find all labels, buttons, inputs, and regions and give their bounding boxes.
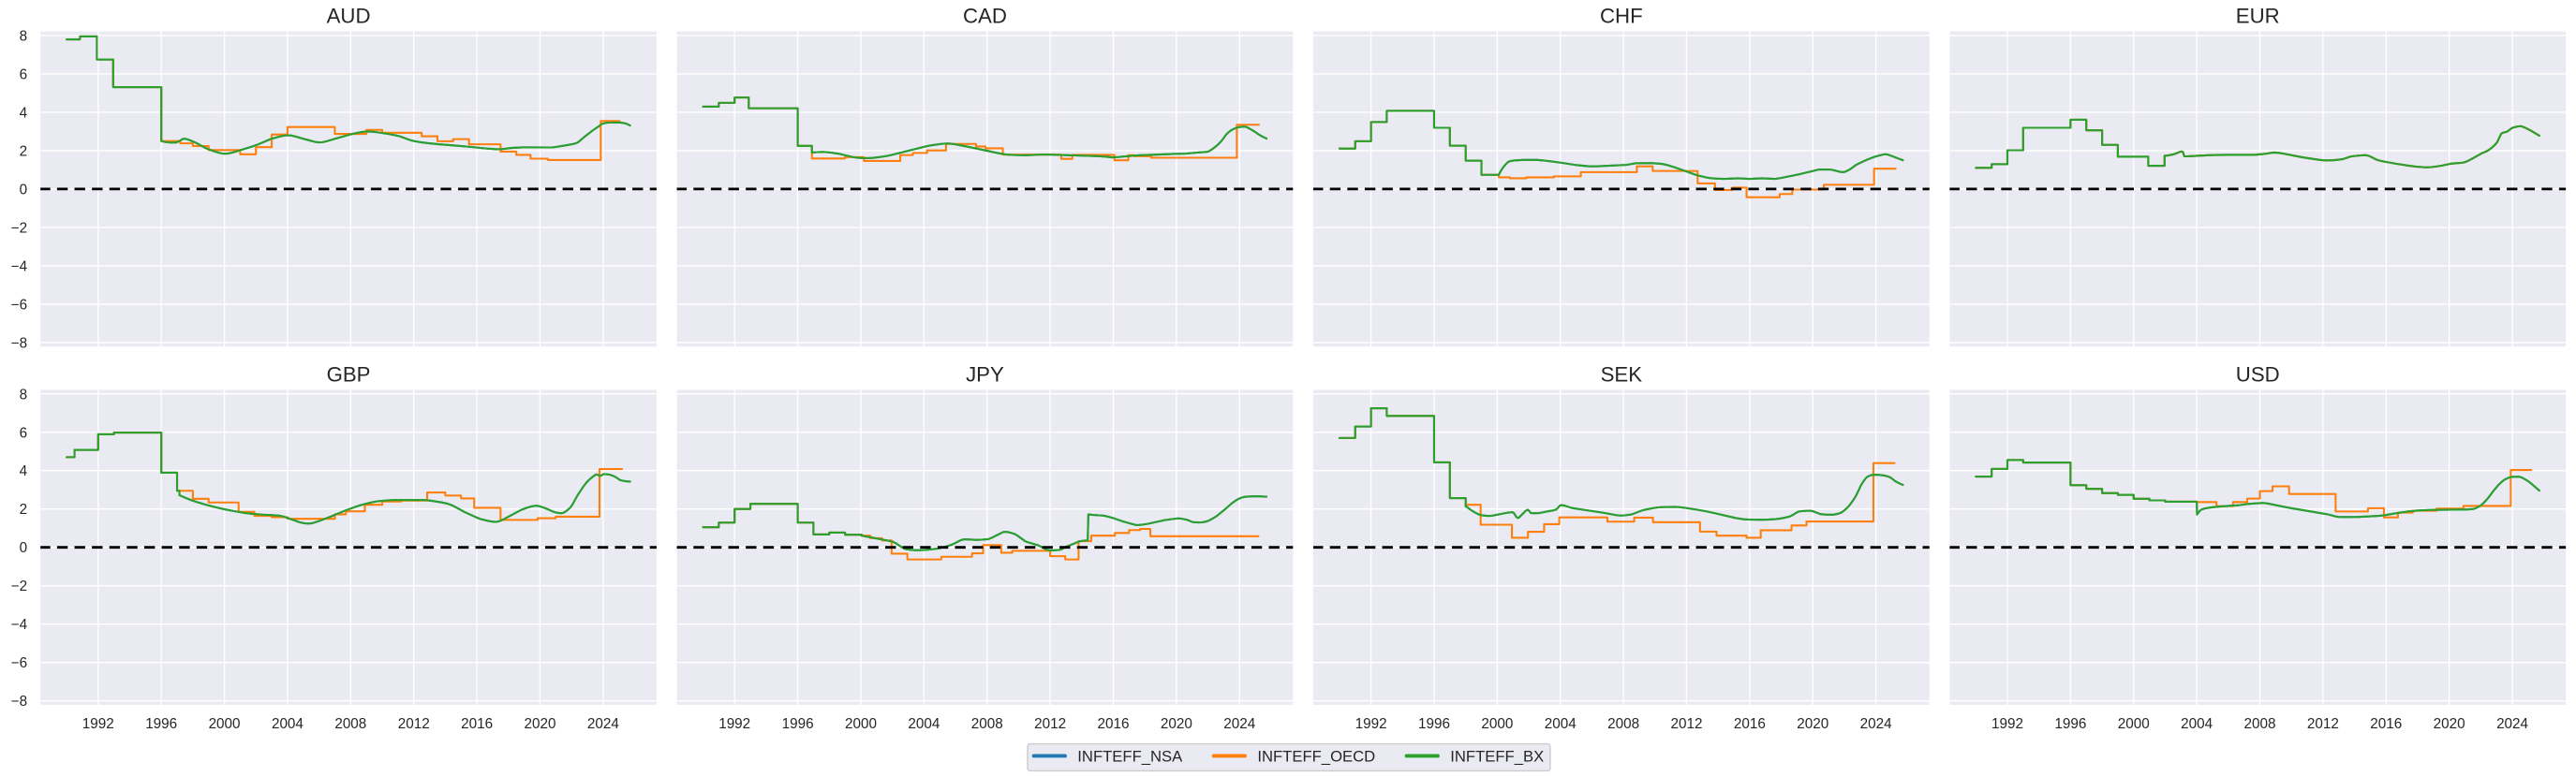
svg-text:2004: 2004	[908, 716, 940, 732]
svg-text:−8: −8	[11, 694, 27, 710]
svg-text:2: 2	[20, 143, 28, 159]
svg-text:GBP: GBP	[327, 362, 371, 386]
svg-text:2020: 2020	[1161, 716, 1192, 732]
svg-text:4: 4	[20, 463, 28, 479]
svg-text:2024: 2024	[587, 716, 619, 732]
svg-text:2012: 2012	[1671, 716, 1703, 732]
svg-text:2020: 2020	[1797, 716, 1828, 732]
svg-text:1992: 1992	[1991, 716, 2023, 732]
svg-text:2: 2	[20, 502, 28, 518]
svg-text:−8: −8	[11, 335, 27, 351]
svg-text:2000: 2000	[1481, 716, 1513, 732]
svg-text:INFTEFF_NSA: INFTEFF_NSA	[1077, 747, 1183, 765]
svg-text:1996: 1996	[145, 716, 177, 732]
svg-text:8: 8	[20, 28, 28, 44]
svg-text:0: 0	[20, 540, 28, 556]
svg-text:0: 0	[20, 182, 28, 198]
svg-text:2024: 2024	[2496, 716, 2528, 732]
svg-text:1996: 1996	[782, 716, 814, 732]
svg-text:2008: 2008	[334, 716, 366, 732]
svg-text:2024: 2024	[1223, 716, 1255, 732]
svg-text:2004: 2004	[2181, 716, 2213, 732]
svg-text:−6: −6	[11, 655, 27, 671]
svg-text:1996: 1996	[2054, 716, 2086, 732]
svg-text:2016: 2016	[1098, 716, 1130, 732]
svg-text:8: 8	[20, 387, 28, 403]
svg-text:2004: 2004	[272, 716, 303, 732]
svg-text:AUD: AUD	[327, 4, 371, 27]
svg-text:2008: 2008	[2244, 716, 2276, 732]
svg-text:−2: −2	[11, 220, 27, 236]
svg-text:2000: 2000	[209, 716, 241, 732]
svg-text:6: 6	[20, 425, 28, 441]
svg-text:INFTEFF_OECD: INFTEFF_OECD	[1257, 747, 1375, 765]
svg-text:CHF: CHF	[1600, 4, 1643, 27]
svg-text:2008: 2008	[1607, 716, 1639, 732]
svg-text:2012: 2012	[398, 716, 430, 732]
svg-text:2016: 2016	[2370, 716, 2402, 732]
svg-text:2016: 2016	[461, 716, 493, 732]
svg-text:INFTEFF_BX: INFTEFF_BX	[1450, 747, 1544, 765]
svg-text:USD: USD	[2236, 362, 2280, 386]
svg-text:2024: 2024	[1860, 716, 1892, 732]
svg-text:2000: 2000	[2118, 716, 2150, 732]
svg-text:−4: −4	[11, 258, 28, 274]
svg-text:2008: 2008	[971, 716, 1003, 732]
svg-text:−4: −4	[11, 617, 28, 633]
svg-text:1992: 1992	[718, 716, 750, 732]
svg-text:2012: 2012	[2307, 716, 2339, 732]
svg-text:2004: 2004	[1545, 716, 1577, 732]
svg-text:−6: −6	[11, 297, 27, 313]
svg-text:2012: 2012	[1034, 716, 1066, 732]
svg-text:−2: −2	[11, 579, 27, 594]
svg-text:2016: 2016	[1734, 716, 1766, 732]
svg-text:2020: 2020	[2434, 716, 2465, 732]
svg-text:6: 6	[20, 66, 28, 82]
svg-text:CAD: CAD	[963, 4, 1007, 27]
svg-text:JPY: JPY	[966, 362, 1004, 386]
svg-text:2020: 2020	[524, 716, 555, 732]
svg-text:SEK: SEK	[1601, 362, 1643, 386]
svg-text:EUR: EUR	[2236, 4, 2280, 27]
svg-text:1996: 1996	[1418, 716, 1450, 732]
svg-text:2000: 2000	[845, 716, 877, 732]
svg-text:1992: 1992	[1355, 716, 1387, 732]
svg-text:4: 4	[20, 105, 28, 121]
svg-text:1992: 1992	[82, 716, 114, 732]
